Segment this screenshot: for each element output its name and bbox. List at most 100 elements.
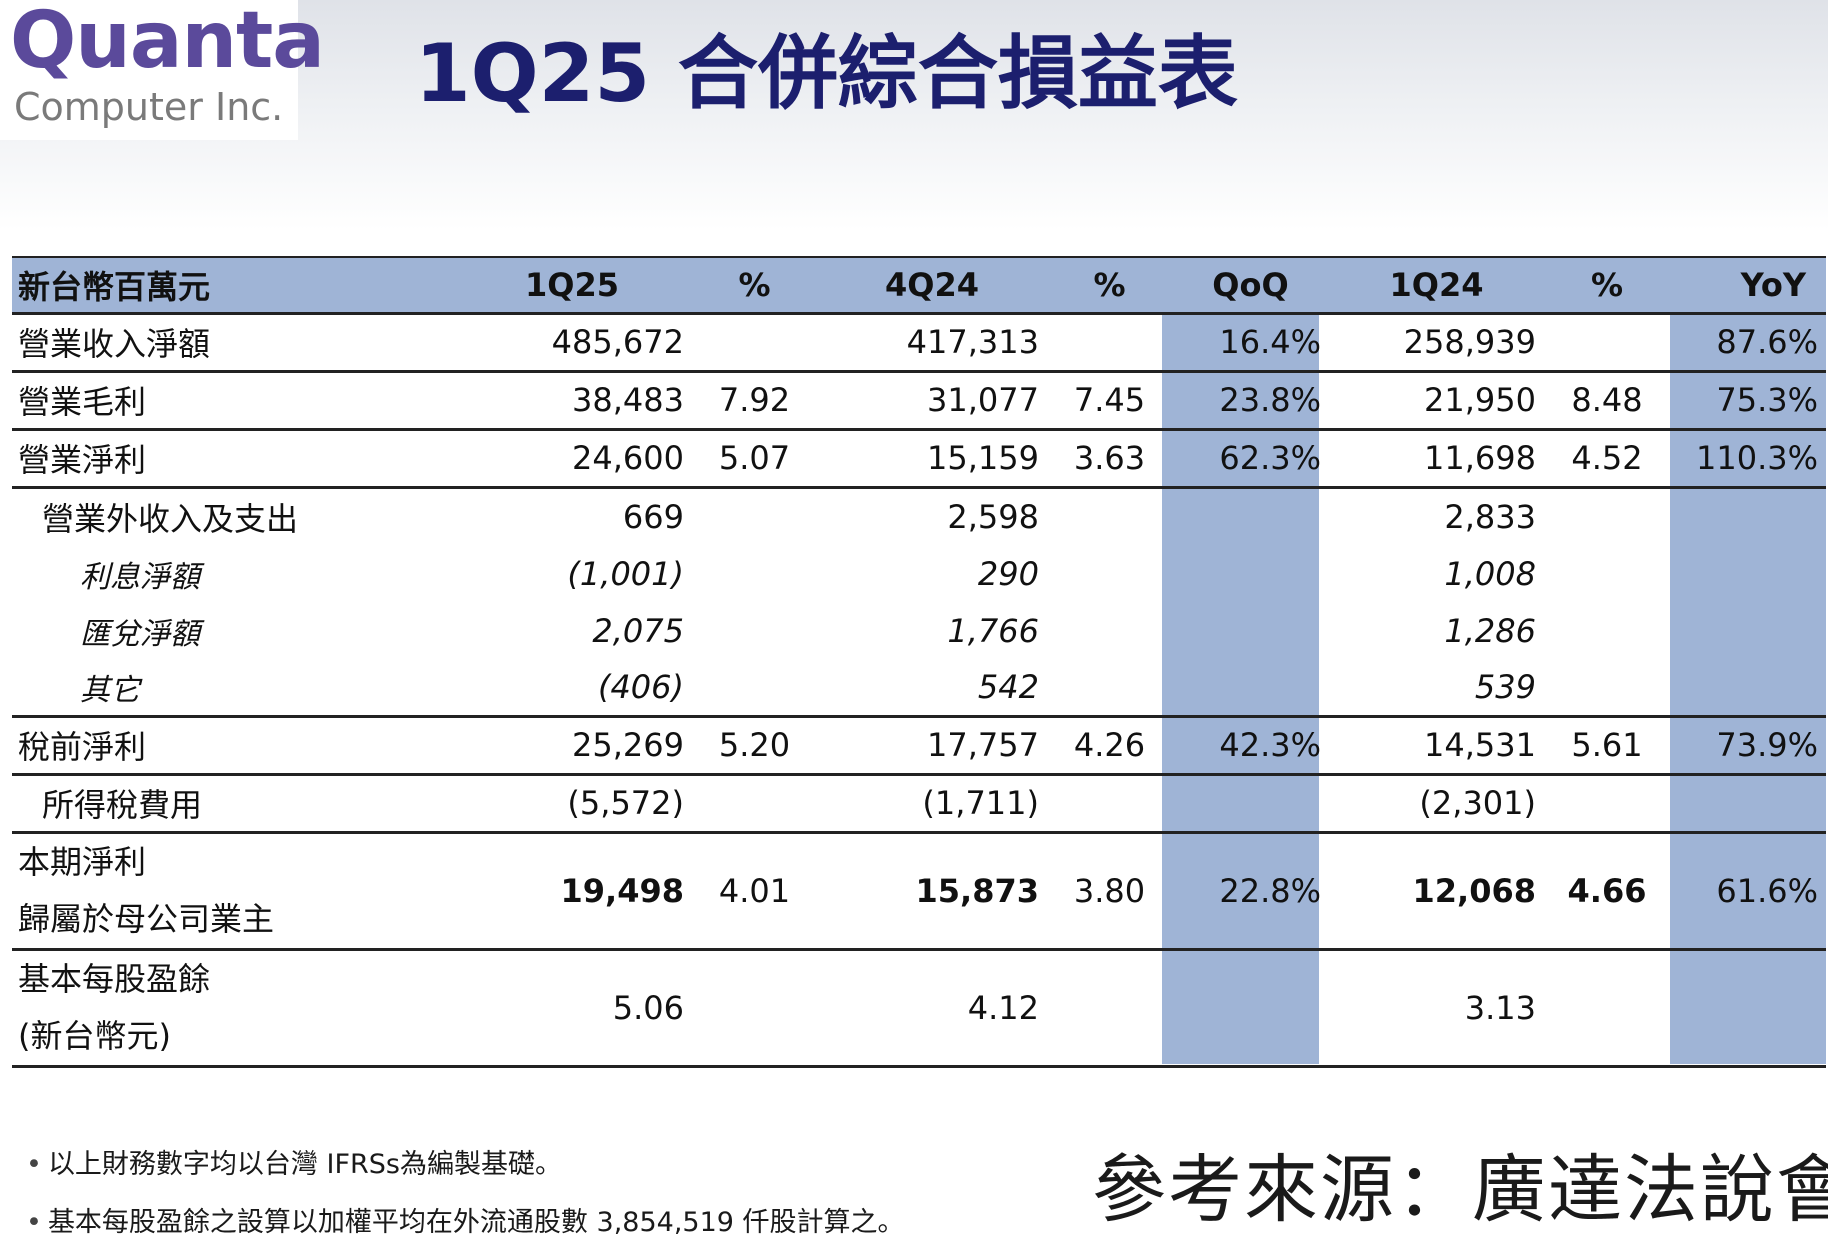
cell-1q24: (2,301) [1329, 774, 1544, 834]
row-label: 利息淨額 [80, 559, 200, 595]
cell-qoq: 16.4% [1172, 313, 1329, 373]
cell-1q24: 14,531 [1329, 716, 1544, 776]
cell-pct-4q24 [1047, 774, 1172, 834]
cell-qoq [1172, 545, 1329, 602]
cell-yoy [1670, 774, 1826, 834]
row-label: 匯兌淨額 [80, 616, 200, 652]
cell-yoy [1670, 487, 1826, 545]
row-label-line2: 歸屬於母公司業主 [18, 899, 275, 938]
table-row: 營業收入淨額 485,672 417,313 16.4% 258,939 87.… [12, 313, 1826, 373]
cell-1q24: 539 [1329, 659, 1544, 718]
header-pct-4q24: % [1047, 257, 1172, 315]
cell-4q24: 15,873 [817, 832, 1047, 951]
table-header-row: 新台幣百萬元 1Q25 % 4Q24 % QoQ 1Q24 % YoY [12, 257, 1826, 315]
cell-yoy: 75.3% [1670, 371, 1826, 431]
cell-4q24: 4.12 [817, 949, 1047, 1068]
cell-pct-1q24 [1544, 545, 1670, 602]
cell-4q24: 2,598 [947, 497, 1039, 536]
cell-yoy [1670, 949, 1826, 1068]
cell-4q24: 31,077 [817, 371, 1047, 431]
header-pct-1q24: % [1544, 257, 1670, 315]
cell-pct-1q25: 4.01 [692, 832, 817, 951]
cell-pct-1q24: 4.66 [1544, 832, 1670, 951]
table-row: 利息淨額 (1,001) 290 1,008 [12, 545, 1826, 602]
cell-1q25: 669 [622, 497, 684, 536]
cell-yoy: 110.3% [1670, 429, 1826, 489]
cell-yoy [1670, 545, 1826, 602]
footnote-text: 基本每股盈餘之設算以加權平均在外流通股數 3,854,519 仟股計算之。 [47, 1207, 905, 1238]
footnote-text: 以上財務數字均以台灣 IFRSs為編製基礎。 [47, 1149, 562, 1180]
cell-1q24: 2,833 [1444, 497, 1536, 536]
cell-pct-1q25 [692, 313, 817, 373]
cell-pct-1q24: 8.48 [1544, 371, 1670, 431]
source-note: 參考來源：廣達法說會 [1092, 1147, 1828, 1233]
row-label-line1: 本期淨利 [18, 842, 147, 881]
cell-4q24: 542 [817, 659, 1047, 718]
cell-pct-1q25: 5.07 [692, 429, 817, 489]
header-pct-1q25: % [692, 257, 817, 315]
cell-1q24: 21,950 [1329, 371, 1544, 431]
row-label-line1: 基本每股盈餘 [18, 959, 211, 998]
cell-1q24: 12,068 [1329, 832, 1544, 951]
cell-pct-1q24 [1544, 659, 1670, 718]
cell-1q25: (5,572) [452, 774, 692, 834]
cell-pct-1q24 [1544, 487, 1670, 545]
cell-1q25: 38,483 [452, 371, 692, 431]
row-label: 稅前淨利 [12, 716, 452, 776]
cell-pct-1q25: 7.92 [692, 371, 817, 431]
cell-pct-1q25 [692, 545, 817, 602]
row-label: 其它 [12, 659, 452, 718]
cell-pct-4q24 [1047, 545, 1172, 602]
cell-1q24: 3.13 [1329, 949, 1544, 1068]
row-label: 營業淨利 [12, 429, 452, 489]
cell-4q24: 1,766 [947, 611, 1039, 650]
cell-1q25: 25,269 [452, 716, 692, 776]
table-row: 營業淨利 24,600 5.07 15,159 3.63 62.3% 11,69… [12, 429, 1826, 489]
income-statement-table: 新台幣百萬元 1Q25 % 4Q24 % QoQ 1Q24 % YoY 營業收入… [12, 256, 1826, 1068]
cell-1q25: 24,600 [452, 429, 692, 489]
bullet-icon: • [26, 1207, 42, 1238]
cell-pct-1q25 [692, 602, 817, 659]
table-row: 所得稅費用 (5,572) (1,711) (2,301) [12, 774, 1826, 834]
cell-qoq [1172, 487, 1329, 545]
cell-pct-4q24 [1047, 487, 1172, 545]
cell-qoq [1172, 602, 1329, 659]
row-label: 所得稅費用 [12, 774, 452, 834]
cell-qoq [1172, 774, 1329, 834]
table-row: 營業毛利 38,483 7.92 31,077 7.45 23.8% 21,95… [12, 371, 1826, 431]
cell-qoq: 22.8% [1172, 832, 1329, 951]
table-row: 匯兌淨額 2,075 1,766 1,286 [12, 602, 1826, 659]
row-label: 本期淨利 歸屬於母公司業主 [12, 832, 452, 951]
cell-qoq: 23.8% [1172, 371, 1329, 431]
cell-pct-1q24 [1544, 313, 1670, 373]
cell-pct-4q24 [1047, 659, 1172, 718]
cell-pct-4q24: 3.63 [1047, 429, 1172, 489]
table-row: 基本每股盈餘 (新台幣元) 5.06 4.12 3.13 [12, 949, 1826, 1068]
cell-4q24: 15,159 [817, 429, 1047, 489]
cell-pct-4q24 [1047, 949, 1172, 1068]
cell-yoy [1670, 659, 1826, 718]
row-label: 營業毛利 [12, 371, 452, 431]
header-yoy: YoY [1670, 257, 1826, 315]
cell-qoq [1172, 949, 1329, 1068]
cell-4q24: 290 [977, 554, 1039, 593]
cell-pct-1q25: 5.20 [692, 716, 817, 776]
cell-pct-4q24: 4.26 [1047, 716, 1172, 776]
cell-pct-4q24 [1047, 602, 1172, 659]
row-label: 基本每股盈餘 (新台幣元) [12, 949, 452, 1068]
cell-pct-1q25 [692, 949, 817, 1068]
table-row: 其它 (406) 542 539 [12, 659, 1826, 718]
cell-1q25: 5.06 [452, 949, 692, 1068]
cell-1q24: 1,286 [1444, 611, 1536, 650]
cell-1q25: 19,498 [452, 832, 692, 951]
header-1q25: 1Q25 [452, 257, 692, 315]
cell-4q24: (1,711) [817, 774, 1047, 834]
header-background [0, 0, 1828, 230]
cell-4q24: 17,757 [817, 716, 1047, 776]
cell-1q24: 258,939 [1329, 313, 1544, 373]
footnote-eps: • 基本每股盈餘之設算以加權平均在外流通股數 3,854,519 仟股計算之。 [26, 1200, 905, 1239]
header-unit: 新台幣百萬元 [12, 257, 452, 315]
cell-1q24: 11,698 [1329, 429, 1544, 489]
cell-qoq: 42.3% [1172, 716, 1329, 776]
cell-pct-4q24: 3.80 [1047, 832, 1172, 951]
